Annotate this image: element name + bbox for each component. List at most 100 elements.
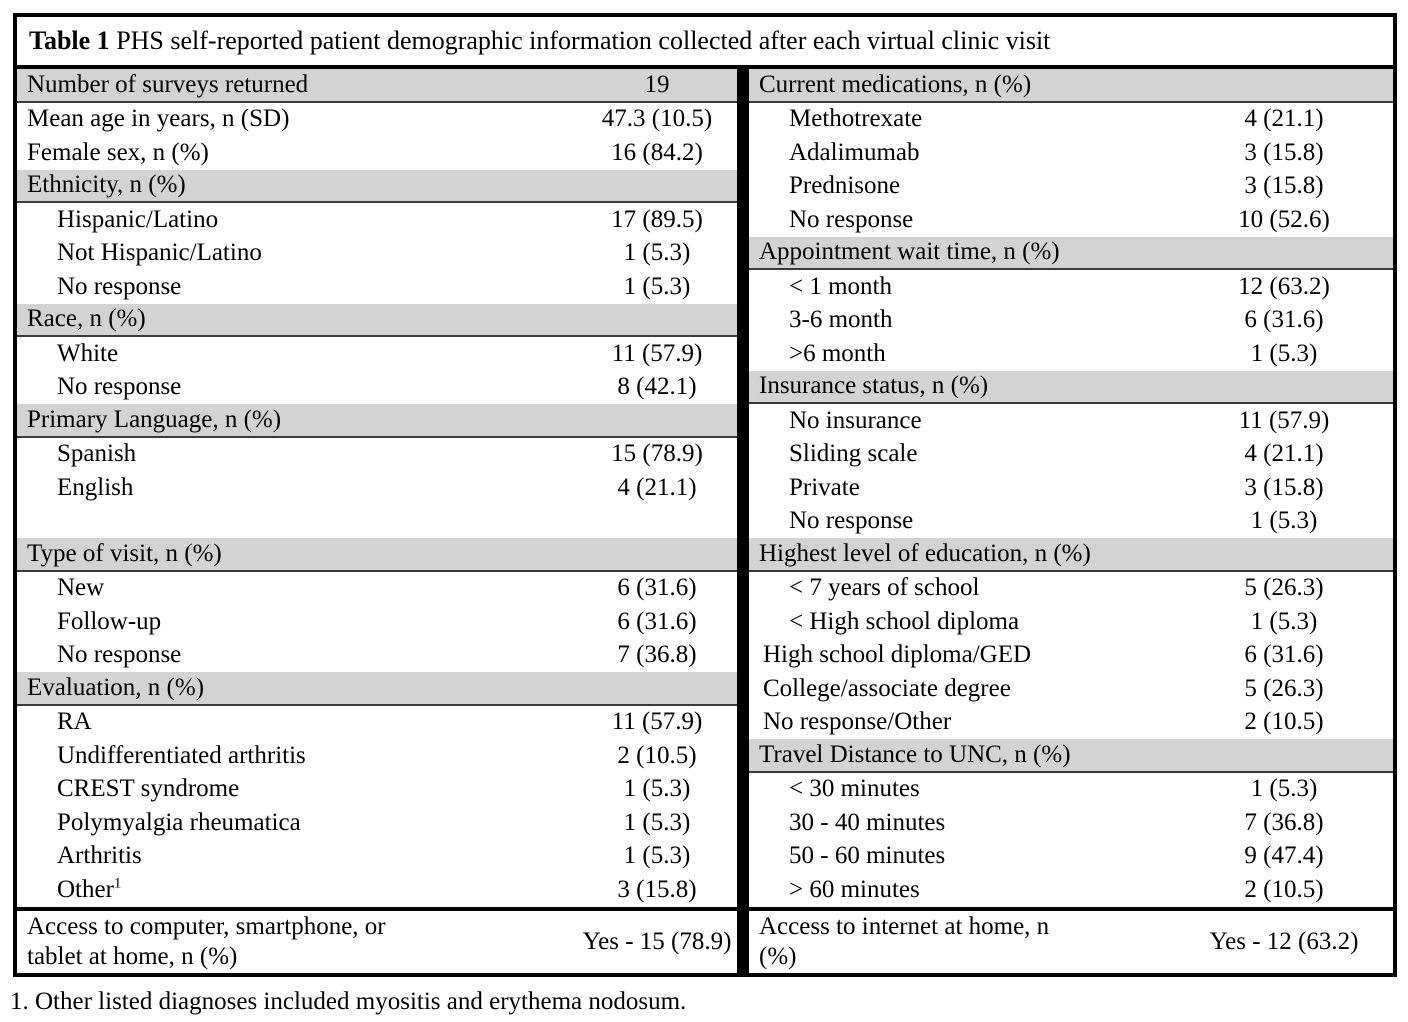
row-value: 47.3 (10.5) bbox=[601, 105, 713, 133]
section-header-row: Insurance status, n (%) bbox=[749, 370, 1393, 404]
row-label: Arthritis bbox=[57, 842, 142, 870]
row-value: 11 (57.9) bbox=[611, 339, 703, 367]
row-label: 3-6 month bbox=[789, 306, 893, 334]
row-value: 6 (31.6) bbox=[1244, 306, 1324, 334]
table-title: Table 1 PHS self-reported patient demogr… bbox=[17, 17, 1393, 69]
row-value: 2 (10.5) bbox=[617, 741, 697, 769]
table-row: CREST syndrome 1 (5.3) bbox=[17, 773, 737, 807]
table-row: Private 3 (15.8) bbox=[749, 471, 1393, 505]
table-row: High school diploma/GED 6 (31.6) bbox=[749, 639, 1393, 673]
table-row: Follow-up 6 (31.6) bbox=[17, 605, 737, 639]
row-label: Female sex, n (%) bbox=[27, 138, 209, 166]
section-header-row: Travel Distance to UNC, n (%) bbox=[749, 739, 1393, 773]
section-header-row: Number of surveys returned 19 bbox=[17, 69, 737, 103]
row-label: Evaluation, n (%) bbox=[27, 673, 205, 701]
section-header-row: Current medications, n (%) bbox=[749, 69, 1393, 103]
section-header-row: Highest level of education, n (%) bbox=[749, 538, 1393, 572]
row-label: Insurance status, n (%) bbox=[759, 372, 989, 400]
row-value: 1 (5.3) bbox=[1250, 507, 1318, 535]
table-row: Arthritis 1 (5.3) bbox=[17, 840, 737, 874]
table-row: No insurance 11 (57.9) bbox=[749, 404, 1393, 438]
table-row: No response 1 (5.3) bbox=[17, 270, 737, 304]
row-label: Number of surveys returned bbox=[27, 70, 309, 98]
row-label: New bbox=[57, 574, 105, 602]
row-value: 1 (5.3) bbox=[1250, 775, 1318, 803]
row-label: No response bbox=[57, 373, 182, 401]
table-row: White 11 (57.9) bbox=[17, 337, 737, 371]
table-row: Adalimumab 3 (15.8) bbox=[749, 136, 1393, 170]
row-label: Access to computer, smartphone, or table… bbox=[27, 912, 386, 970]
table-row: 3-6 month 6 (31.6) bbox=[749, 304, 1393, 338]
row-label: Private bbox=[789, 473, 860, 501]
table-row: Methotrexate 4 (21.1) bbox=[749, 103, 1393, 137]
row-label: < 30 minutes bbox=[789, 775, 920, 803]
row-value: 1 (5.3) bbox=[1250, 339, 1318, 367]
row-value: 3 (15.8) bbox=[1244, 138, 1324, 166]
table-row: No response/Other 2 (10.5) bbox=[749, 706, 1393, 740]
section-header-row: Appointment wait time, n (%) bbox=[749, 236, 1393, 270]
row-label: Undifferentiated arthritis bbox=[57, 741, 306, 769]
table-row: Sliding scale 4 (21.1) bbox=[749, 438, 1393, 472]
table-row: No response 8 (42.1) bbox=[17, 371, 737, 405]
row-value: Yes - 12 (63.2) bbox=[1209, 927, 1359, 955]
right-rows: Current medications, n (%) Methotrexate 4 … bbox=[749, 69, 1393, 907]
row-label: Sliding scale bbox=[789, 440, 918, 468]
table-row: New 6 (31.6) bbox=[17, 572, 737, 606]
row-value: 7 (36.8) bbox=[617, 641, 697, 669]
table-row: Undifferentiated arthritis 2 (10.5) bbox=[17, 739, 737, 773]
row-label: RA bbox=[57, 708, 92, 736]
row-value: 2 (10.5) bbox=[1244, 708, 1324, 736]
row-label: White bbox=[57, 339, 119, 367]
section-header-row: Race, n (%) bbox=[17, 303, 737, 337]
table-row: 30 - 40 minutes 7 (36.8) bbox=[749, 806, 1393, 840]
row-label: Prednisone bbox=[789, 172, 901, 200]
table-row: >6 month 1 (5.3) bbox=[749, 337, 1393, 371]
row-value: 8 (42.1) bbox=[617, 373, 697, 401]
row-value: 1 (5.3) bbox=[623, 808, 691, 836]
row-label: No response bbox=[57, 641, 182, 669]
row-value: 17 (89.5) bbox=[611, 205, 703, 233]
table-row: < 7 years of school 5 (26.3) bbox=[749, 572, 1393, 606]
row-value: 5 (26.3) bbox=[1244, 674, 1324, 702]
table-row: Other1 3 (15.8) bbox=[17, 873, 737, 907]
footnote-marker: 1 bbox=[113, 875, 122, 892]
row-value: 3 (15.8) bbox=[1244, 172, 1324, 200]
row-label: Appointment wait time, n (%) bbox=[759, 238, 1060, 266]
row-value: 7 (36.8) bbox=[1244, 808, 1324, 836]
row-value: 9 (47.4) bbox=[1244, 842, 1324, 870]
row-value: 11 (57.9) bbox=[611, 708, 703, 736]
right-column: Current medications, n (%) Methotrexate 4 … bbox=[749, 69, 1393, 973]
table-row: RA 11 (57.9) bbox=[17, 706, 737, 740]
table-row: Spanish 15 (78.9) bbox=[17, 438, 737, 472]
row-label: Follow-up bbox=[57, 607, 162, 635]
row-value: 5 (26.3) bbox=[1244, 574, 1324, 602]
row-label: Not Hispanic/Latino bbox=[57, 239, 262, 267]
column-divider bbox=[737, 69, 749, 973]
row-label: No response bbox=[789, 507, 914, 535]
table-row: < 1 month 12 (63.2) bbox=[749, 270, 1393, 304]
section-header-row: Evaluation, n (%) bbox=[17, 672, 737, 706]
demographics-table: Table 1 PHS self-reported patient demogr… bbox=[13, 13, 1397, 977]
table-title-text: PHS self-reported patient demographic in… bbox=[109, 26, 1051, 55]
section-header-row: Primary Language, n (%) bbox=[17, 404, 737, 438]
row-label: Methotrexate bbox=[789, 105, 923, 133]
table-row: No response 1 (5.3) bbox=[749, 505, 1393, 539]
section-header-row: Ethnicity, n (%) bbox=[17, 169, 737, 203]
row-value: 6 (31.6) bbox=[1244, 641, 1324, 669]
row-value: 1 (5.3) bbox=[1250, 607, 1318, 635]
row-value: 3 (15.8) bbox=[617, 875, 697, 903]
row-value: 4 (21.1) bbox=[1244, 440, 1324, 468]
row-value: 1 (5.3) bbox=[623, 842, 691, 870]
row-label: < High school diploma bbox=[789, 607, 1020, 635]
table-row: No response 10 (52.6) bbox=[749, 203, 1393, 237]
row-label: Spanish bbox=[57, 440, 137, 468]
row-label: Ethnicity, n (%) bbox=[27, 171, 186, 199]
row-label: No response bbox=[57, 272, 182, 300]
row-label: CREST syndrome bbox=[57, 775, 240, 803]
row-value: 19 bbox=[644, 70, 670, 98]
row-value: Yes - 15 (78.9) bbox=[582, 927, 732, 955]
table-row: English 4 (21.1) bbox=[17, 471, 737, 505]
row-label: Travel Distance to UNC, n (%) bbox=[759, 740, 1071, 768]
table-body: Number of surveys returned 19 Mean age in … bbox=[17, 69, 1393, 973]
row-value: 2 (10.5) bbox=[1244, 875, 1324, 903]
